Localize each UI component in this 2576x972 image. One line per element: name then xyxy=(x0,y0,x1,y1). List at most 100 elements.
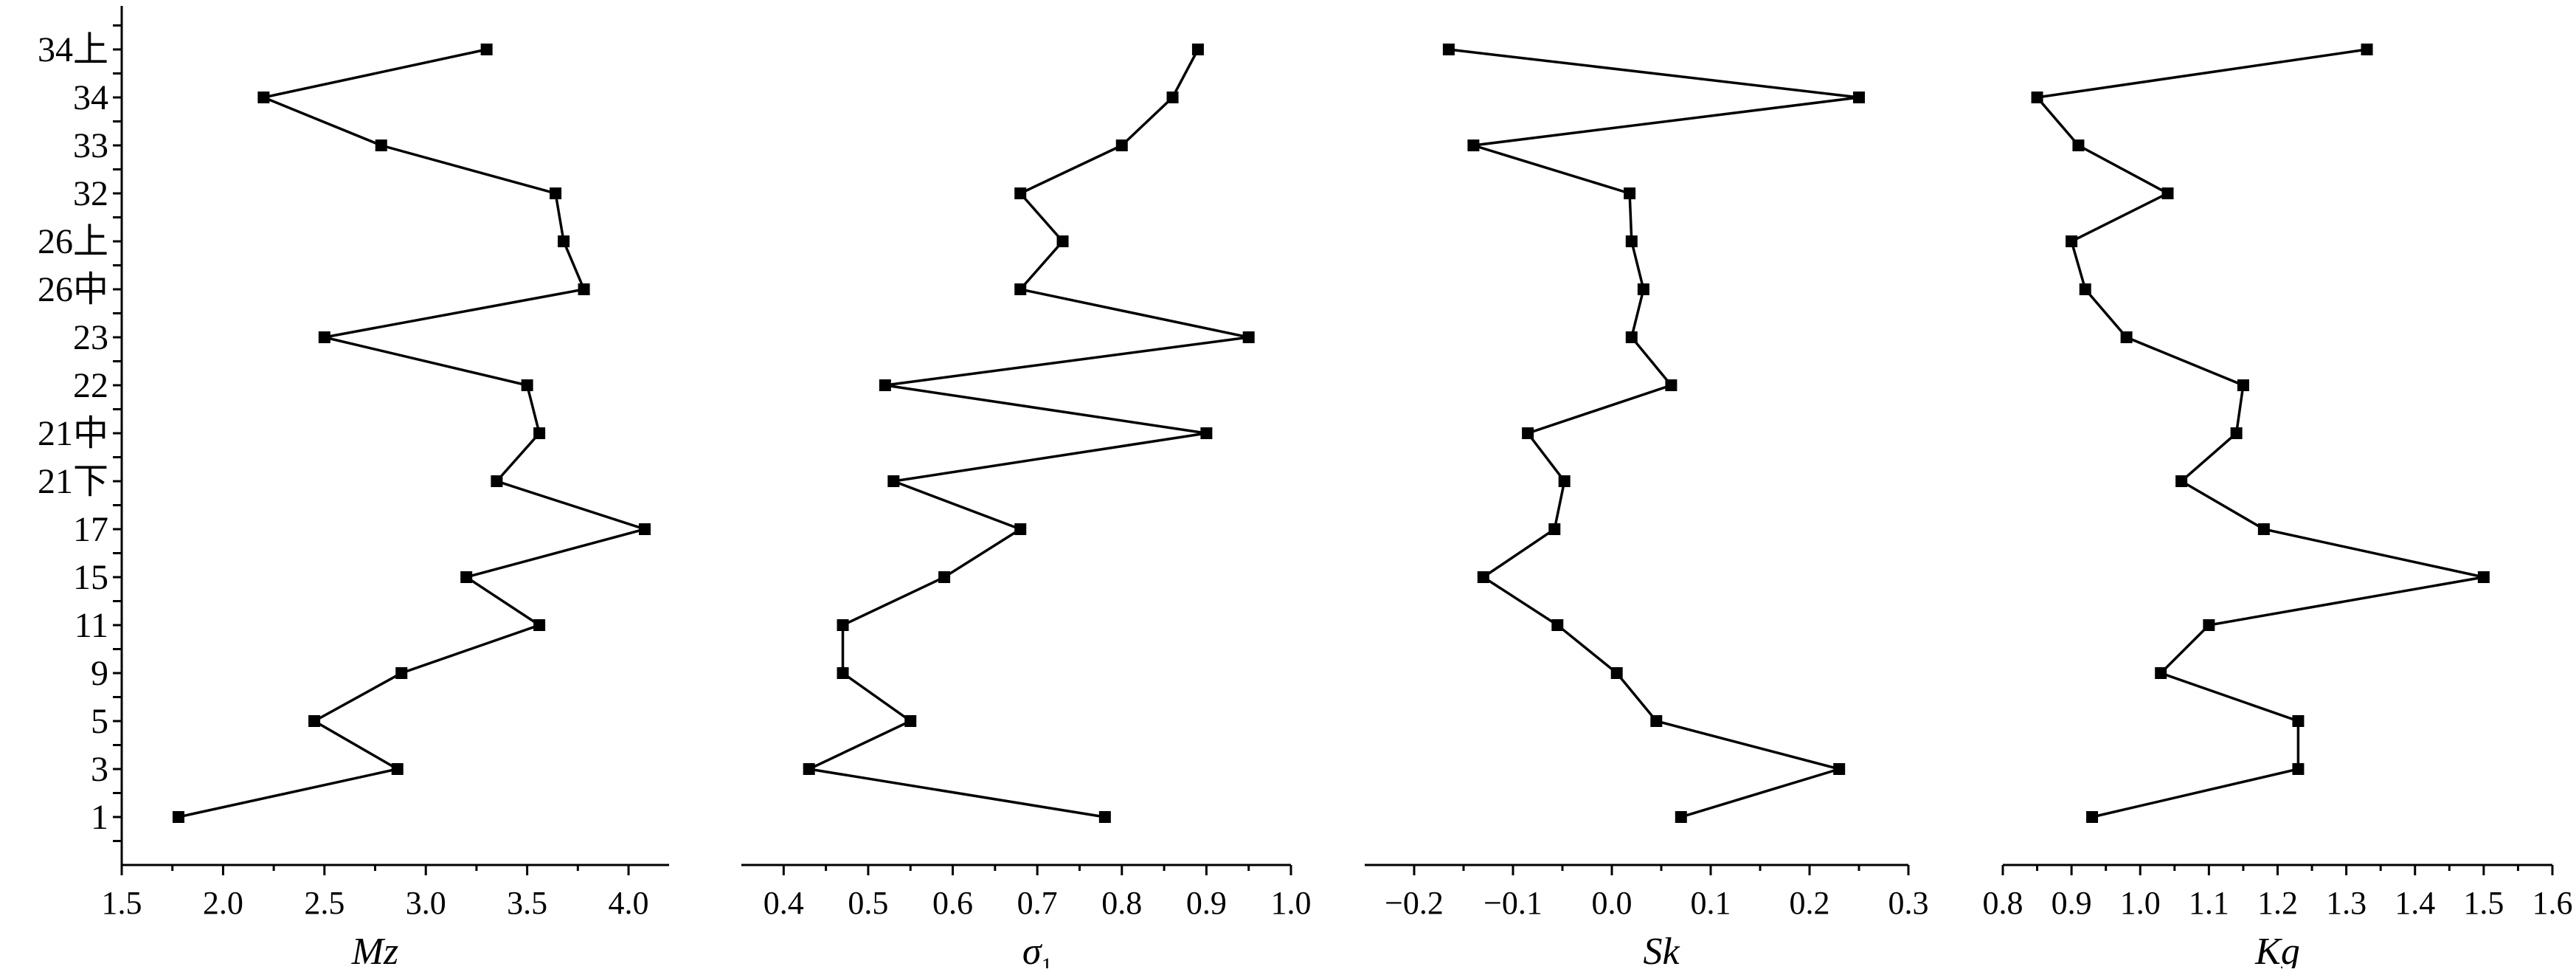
y-tick-label-8: 21中 xyxy=(38,414,108,453)
data-point-1-16 xyxy=(1191,44,1204,55)
data-point-2-15 xyxy=(1853,92,1865,103)
data-point-2-3 xyxy=(1610,667,1623,679)
data-point-3-1 xyxy=(2292,763,2305,775)
x-tick-label-3-6: 1.4 xyxy=(2395,885,2435,921)
data-point-1-12 xyxy=(1056,235,1069,247)
data-point-1-2 xyxy=(904,715,917,727)
data-point-0-7 xyxy=(491,475,503,487)
y-tick-label-1: 3 xyxy=(91,750,108,789)
y-tick-label-2: 5 xyxy=(91,702,108,741)
data-point-3-11 xyxy=(2079,283,2091,295)
panel-3: 0.8 0.9 1.0 1.1 1.2 1.3 1.4 1.5 1.6 Kg xyxy=(1983,44,2573,972)
data-point-3-8 xyxy=(2230,427,2243,439)
data-point-2-11 xyxy=(1637,283,1649,295)
data-point-1-13 xyxy=(1014,187,1027,199)
x-tick-label-0-2: 2.5 xyxy=(304,885,344,921)
x-tick-label-2-5: 0.3 xyxy=(1888,885,1929,921)
data-point-0-12 xyxy=(558,235,570,247)
data-point-1-7 xyxy=(887,475,900,487)
data-point-2-2 xyxy=(1650,715,1663,727)
data-point-1-3 xyxy=(837,667,849,679)
data-point-2-13 xyxy=(1624,187,1636,199)
data-point-1-6 xyxy=(1014,523,1027,535)
data-point-2-0 xyxy=(1675,811,1687,823)
x-tick-label-0-5: 4.0 xyxy=(609,885,649,921)
x-tick-label-3-7: 1.5 xyxy=(2463,885,2504,921)
x-axis-title-0: Mz xyxy=(351,931,399,968)
y-tick-label-3: 9 xyxy=(91,654,108,693)
data-point-3-15 xyxy=(2031,92,2043,103)
panel-1: 0.4 0.5 0.6 0.7 0.8 0.9 1.0 σ1 xyxy=(741,44,1312,972)
data-point-2-5 xyxy=(1477,571,1489,583)
data-point-3-4 xyxy=(2203,619,2215,631)
x-tick-label-2-3: 0.1 xyxy=(1691,885,1731,921)
data-point-0-8 xyxy=(533,427,546,439)
data-point-3-0 xyxy=(2086,811,2099,823)
y-tick-label-11: 26中 xyxy=(38,270,108,309)
series-line-2 xyxy=(1448,48,1860,818)
x-axis-title-2: Sk xyxy=(1643,931,1680,968)
x-tick-label-2-4: 0.2 xyxy=(1790,885,1830,921)
y-tick-label-16: 34上 xyxy=(38,30,108,69)
panel-2: −0.2 −0.1 0.0 0.1 0.2 0.3 Sk xyxy=(1365,44,1929,972)
data-point-1-1 xyxy=(803,763,815,775)
x-tick-label-3-5: 1.3 xyxy=(2326,885,2366,921)
x-tick-label-2-0: −0.2 xyxy=(1385,885,1444,921)
data-point-0-14 xyxy=(375,139,387,151)
data-point-2-6 xyxy=(1548,523,1561,535)
data-point-2-14 xyxy=(1467,139,1480,151)
data-point-2-7 xyxy=(1558,475,1571,487)
series-line-3 xyxy=(2035,48,2485,818)
x-tick-label-3-0: 0.8 xyxy=(1983,885,2023,921)
y-tick-label-9: 22 xyxy=(73,366,108,405)
data-point-0-3 xyxy=(395,667,408,679)
data-point-3-2 xyxy=(2292,715,2305,727)
x-axis-title-3: Kg xyxy=(2254,931,2300,968)
data-point-0-11 xyxy=(578,283,590,295)
panel-0: 1.5 2.0 2.5 3.0 3.5 4.0 Mz xyxy=(102,44,669,972)
y-tick-label-7: 21下 xyxy=(38,462,108,501)
y-tick-label-13: 32 xyxy=(73,174,108,213)
y-tick-label-15: 34 xyxy=(73,78,108,117)
data-point-2-9 xyxy=(1665,379,1677,391)
x-tick-label-1-0: 0.4 xyxy=(764,885,804,921)
data-point-3-5 xyxy=(2477,571,2490,583)
x-tick-label-3-3: 1.1 xyxy=(2189,885,2229,921)
data-point-0-16 xyxy=(480,44,493,55)
data-point-0-0 xyxy=(172,811,184,823)
data-point-0-2 xyxy=(308,715,321,727)
data-point-3-13 xyxy=(2161,187,2174,199)
data-point-0-4 xyxy=(533,619,546,631)
data-point-2-4 xyxy=(1551,619,1564,631)
y-tick-label-0: 1 xyxy=(91,798,108,837)
data-point-3-16 xyxy=(2361,44,2373,55)
data-point-0-13 xyxy=(550,187,562,199)
data-point-1-5 xyxy=(938,571,951,583)
data-point-2-8 xyxy=(1522,427,1534,439)
data-point-0-6 xyxy=(639,523,651,535)
data-point-0-15 xyxy=(257,92,270,103)
data-point-2-12 xyxy=(1625,235,1638,247)
data-point-3-6 xyxy=(2257,523,2270,535)
data-point-2-16 xyxy=(1442,44,1455,55)
data-point-1-14 xyxy=(1115,139,1128,151)
data-point-3-10 xyxy=(2120,331,2133,343)
x-tick-label-0-1: 2.0 xyxy=(203,885,243,921)
data-point-1-8 xyxy=(1200,427,1213,439)
data-point-0-9 xyxy=(521,379,533,391)
x-tick-label-1-2: 0.6 xyxy=(932,885,973,921)
y-tick-label-5: 15 xyxy=(73,558,108,597)
data-point-1-10 xyxy=(1242,331,1255,343)
y-axis: 1 3 5 9 11 15 17 21下 21中 22 23 26中 26上 32 33 34 34上 xyxy=(38,6,123,865)
x-tick-label-3-2: 1.0 xyxy=(2120,885,2161,921)
data-point-2-1 xyxy=(1833,763,1846,775)
data-point-2-10 xyxy=(1625,331,1638,343)
data-point-0-5 xyxy=(460,571,473,583)
data-point-3-14 xyxy=(2072,139,2085,151)
y-tick-label-12: 26上 xyxy=(38,222,108,261)
y-tick-label-14: 33 xyxy=(73,126,108,165)
x-tick-label-3-4: 1.2 xyxy=(2257,885,2298,921)
data-point-3-7 xyxy=(2175,475,2188,487)
